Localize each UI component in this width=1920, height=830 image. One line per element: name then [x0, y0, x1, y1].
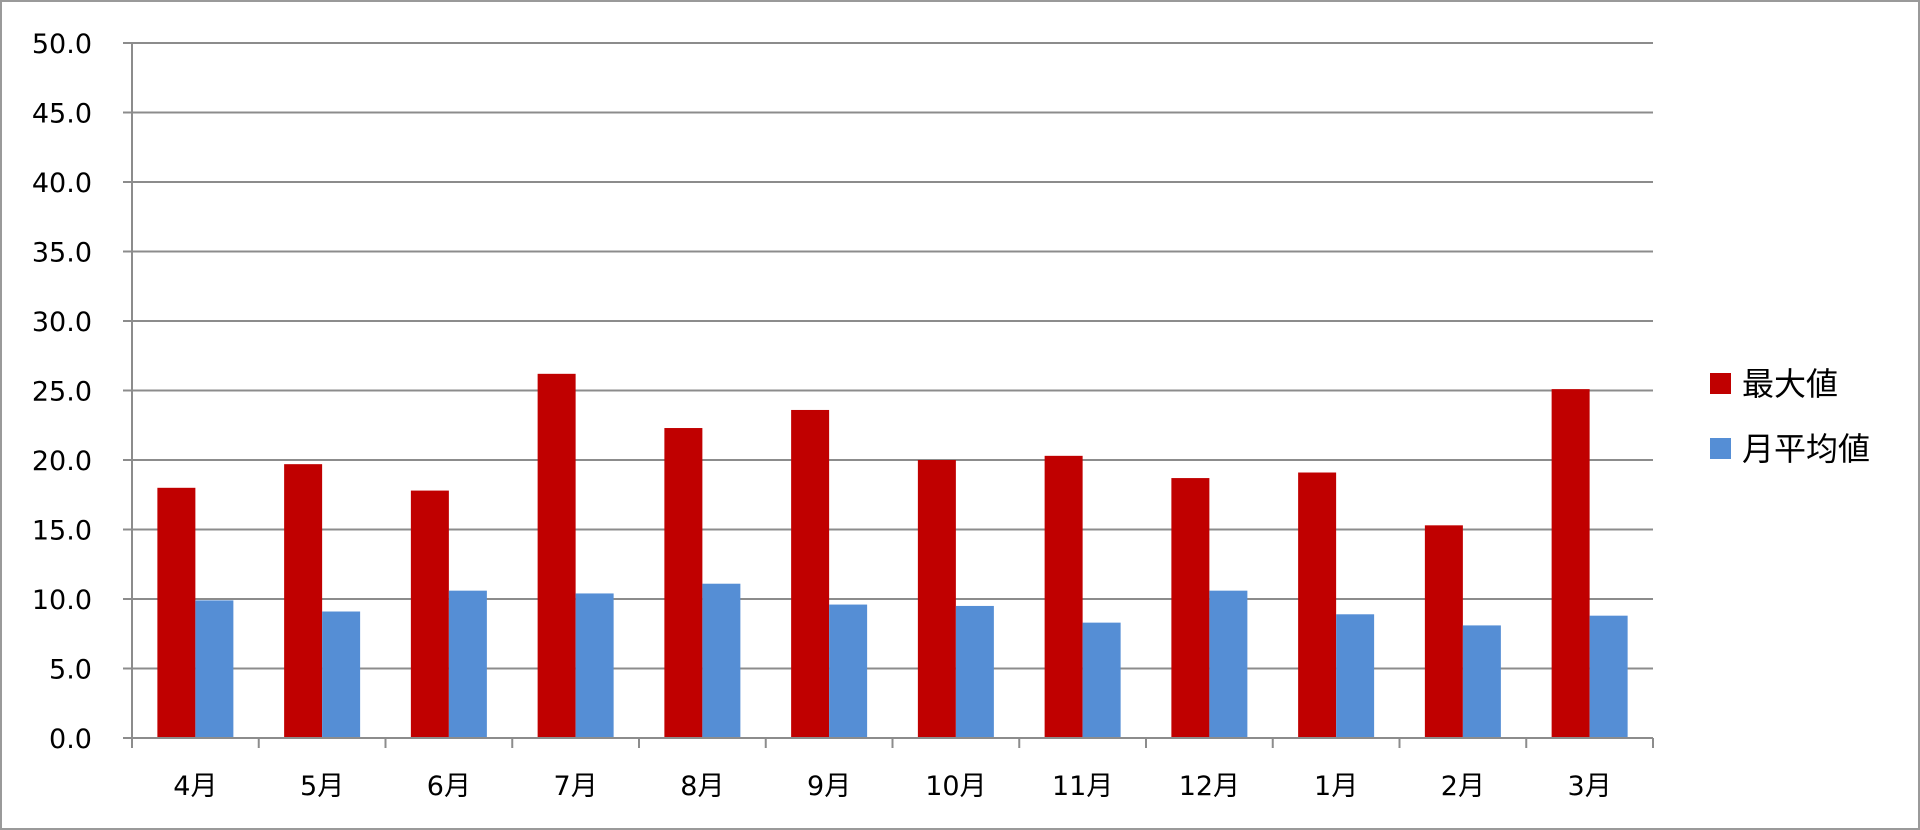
gridlines: [132, 42, 1653, 670]
y-tick-label: 30.0: [32, 307, 92, 338]
x-tick-label: 8月: [680, 771, 724, 802]
bar-avg: [1462, 625, 1501, 738]
legend-label: 月平均値: [1742, 430, 1870, 468]
bar-max: [1551, 389, 1590, 738]
bar-max: [1298, 472, 1337, 738]
bar-avg: [575, 593, 614, 738]
x-tick-label: 9月: [807, 771, 851, 802]
bar-max: [1044, 455, 1083, 738]
x-tick-label: 3月: [1568, 771, 1612, 802]
bar-max: [157, 487, 196, 738]
x-tick-label: 6月: [427, 771, 471, 802]
y-tick-label: 45.0: [32, 99, 92, 130]
bar-avg: [702, 583, 741, 738]
y-tick-label: 5.0: [49, 655, 92, 686]
y-tick-label: 35.0: [32, 238, 92, 269]
y-tick-label: 40.0: [32, 168, 92, 199]
bar-max: [284, 464, 323, 738]
x-tick-label: 11月: [1052, 771, 1113, 802]
bar-max: [1171, 478, 1210, 738]
y-tick-label: 15.0: [32, 516, 92, 547]
legend-label: 最大値: [1742, 365, 1838, 403]
y-tick-label: 10.0: [32, 585, 92, 616]
bar-avg: [195, 600, 234, 738]
y-tick-label: 0.0: [49, 724, 92, 755]
bar-max: [537, 373, 576, 738]
x-tick-label: 2月: [1441, 771, 1485, 802]
x-tick-label: 5月: [300, 771, 344, 802]
bar-max: [410, 490, 449, 738]
bar-avg: [829, 604, 868, 738]
x-tick-label: 7月: [554, 771, 598, 802]
legend-swatch: [1710, 373, 1731, 394]
bar-avg: [955, 605, 994, 738]
bars: [157, 373, 1628, 738]
y-tick-label: 20.0: [32, 446, 92, 477]
y-tick-label: 50.0: [32, 29, 92, 60]
axes: 0.0 5.0 10.0 15.0 20.0 25.0 30.0 35.0 40.0 45.0 50…: [32, 29, 1654, 802]
bar-avg: [448, 590, 487, 738]
bar-max: [791, 409, 830, 738]
bar-avg: [1336, 614, 1375, 738]
x-tick-label: 10月: [925, 771, 986, 802]
bar-max: [917, 460, 956, 738]
x-tick-label: 1月: [1314, 771, 1358, 802]
bar-avg: [322, 611, 361, 738]
x-tick-label: 12月: [1179, 771, 1240, 802]
bar-avg: [1209, 590, 1248, 738]
legend-swatch: [1710, 438, 1731, 459]
x-tick-label: 4月: [173, 771, 217, 802]
y-tick-label: 25.0: [32, 377, 92, 408]
bar-avg: [1589, 615, 1628, 738]
bar-max: [664, 428, 703, 738]
bar-avg: [1082, 622, 1121, 738]
bar-max: [1424, 525, 1463, 738]
